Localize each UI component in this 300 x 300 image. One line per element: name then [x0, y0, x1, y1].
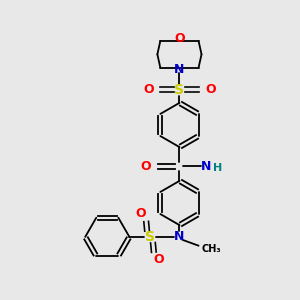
Text: S: S — [174, 82, 184, 97]
Text: CH₃: CH₃ — [202, 244, 221, 254]
Text: N: N — [174, 230, 184, 243]
Text: H: H — [212, 163, 222, 173]
Text: N: N — [174, 63, 184, 76]
Text: S: S — [145, 230, 155, 244]
Text: N: N — [201, 160, 211, 173]
Text: O: O — [206, 83, 216, 96]
Text: O: O — [154, 253, 164, 266]
Text: O: O — [136, 207, 146, 220]
Text: O: O — [174, 32, 185, 45]
Text: O: O — [141, 160, 152, 173]
Text: O: O — [143, 83, 154, 96]
